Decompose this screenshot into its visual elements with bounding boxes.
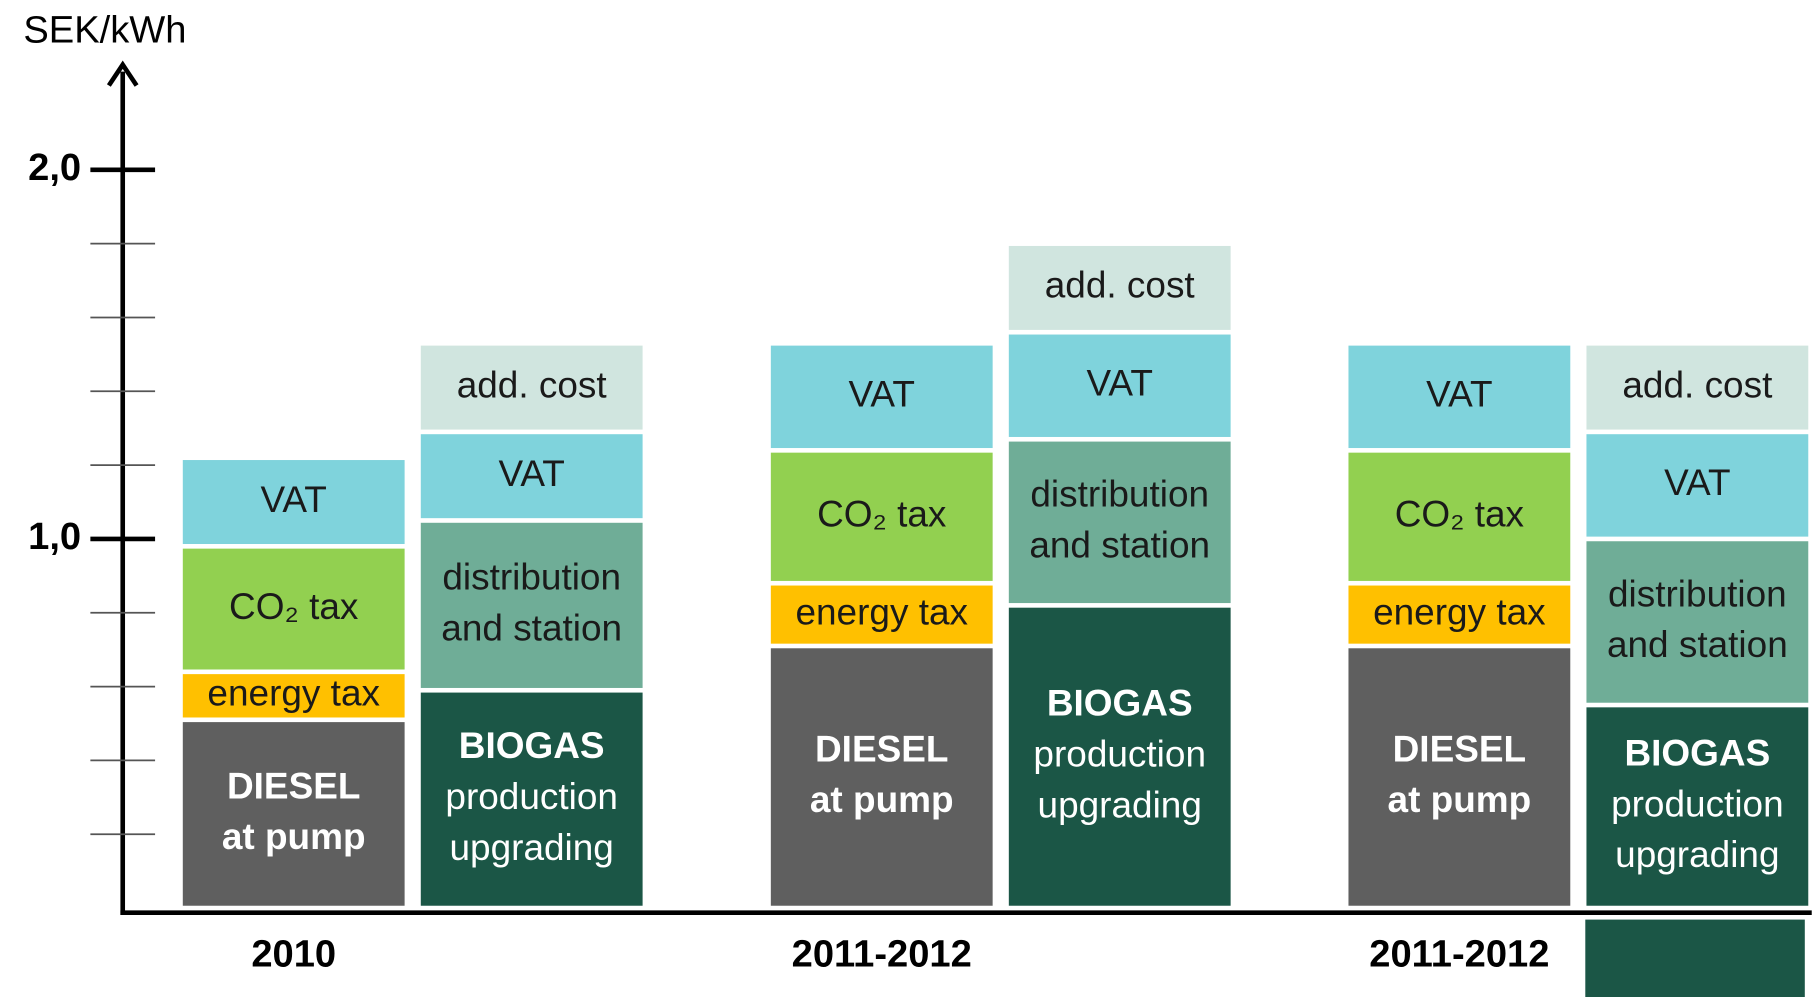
- x-tick-label: 2010: [251, 933, 336, 976]
- y-axis-arrow: [106, 60, 139, 87]
- segment-label: and station: [441, 608, 622, 649]
- bar-segment: [182, 460, 405, 545]
- segment-label: add. cost: [1045, 265, 1195, 306]
- segment-label: upgrading: [1615, 834, 1779, 875]
- segment-label: VAT: [849, 374, 915, 415]
- y-tick-label: 2,0: [28, 146, 81, 189]
- bar-segment: [1348, 648, 1571, 906]
- segment-label: energy tax: [795, 591, 968, 632]
- bar-segment: [770, 345, 993, 449]
- bar-segment: [1348, 585, 1571, 644]
- segment-label: upgrading: [449, 827, 613, 868]
- segment-label: production: [1611, 783, 1784, 824]
- bar-segment: [770, 585, 993, 644]
- bar-segment: [1586, 434, 1809, 537]
- segment-label: BIOGAS: [1624, 732, 1770, 773]
- segment-label: VAT: [1664, 462, 1730, 503]
- segment-label: VAT: [1426, 374, 1492, 415]
- x-tick-label: 2011-2012: [792, 933, 972, 976]
- segment-label: distribution: [442, 557, 621, 598]
- bar-segment: [420, 345, 643, 430]
- bar-segment: [770, 648, 993, 906]
- bar-segment: [1586, 707, 1809, 906]
- bar-segment: [1008, 441, 1231, 604]
- segment-label: DIESEL: [227, 765, 360, 806]
- bar-segment: [1348, 452, 1571, 581]
- segment-label: BIOGAS: [1047, 683, 1193, 724]
- segment-label: and station: [1607, 624, 1788, 665]
- y-tick-label: 1,0: [28, 515, 81, 558]
- segment-label: at pump: [810, 779, 954, 820]
- segment-label: energy tax: [1373, 591, 1546, 632]
- bar-segment: [182, 722, 405, 906]
- segment-label: upgrading: [1038, 784, 1202, 825]
- bar-segment: [420, 522, 643, 688]
- segment-label: VAT: [1087, 363, 1153, 404]
- bar-segment: [1008, 334, 1231, 437]
- segment-label: add. cost: [1622, 364, 1772, 405]
- segment-label: CO₂ tax: [817, 494, 947, 535]
- segment-label: CO₂ tax: [1395, 494, 1525, 535]
- segment-label: at pump: [1388, 779, 1532, 820]
- segment-label: production: [445, 776, 618, 817]
- bar-segment: [1586, 345, 1809, 430]
- segment-label: DIESEL: [1393, 728, 1526, 769]
- segment-label: and station: [1029, 525, 1210, 566]
- segment-label: BIOGAS: [459, 725, 605, 766]
- bar-segment: [1008, 607, 1231, 906]
- segment-label: CO₂ tax: [229, 586, 359, 627]
- segment-label: add. cost: [457, 364, 607, 405]
- x-tick-label: 2011-2012: [1369, 933, 1549, 976]
- bar-segment: [420, 434, 643, 519]
- bar-segment: [1586, 541, 1809, 703]
- bar-segment: [770, 452, 993, 581]
- segment-label: DIESEL: [815, 728, 948, 769]
- segment-label: energy tax: [207, 673, 380, 714]
- segment-label: VAT: [261, 479, 327, 520]
- segment-label: VAT: [498, 453, 564, 494]
- cropped-box: [1585, 919, 1805, 997]
- bar-segment: [420, 692, 643, 906]
- segment-label: production: [1033, 733, 1206, 774]
- bar-segment: [182, 674, 405, 718]
- bar-segment: [1008, 245, 1231, 330]
- segment-label: at pump: [222, 816, 366, 857]
- bar-segment: [182, 548, 405, 670]
- y-axis-label: SEK/kWh: [23, 8, 186, 51]
- bar-segment: [1348, 345, 1571, 449]
- segment-label: distribution: [1030, 474, 1209, 515]
- segment-label: distribution: [1608, 573, 1787, 614]
